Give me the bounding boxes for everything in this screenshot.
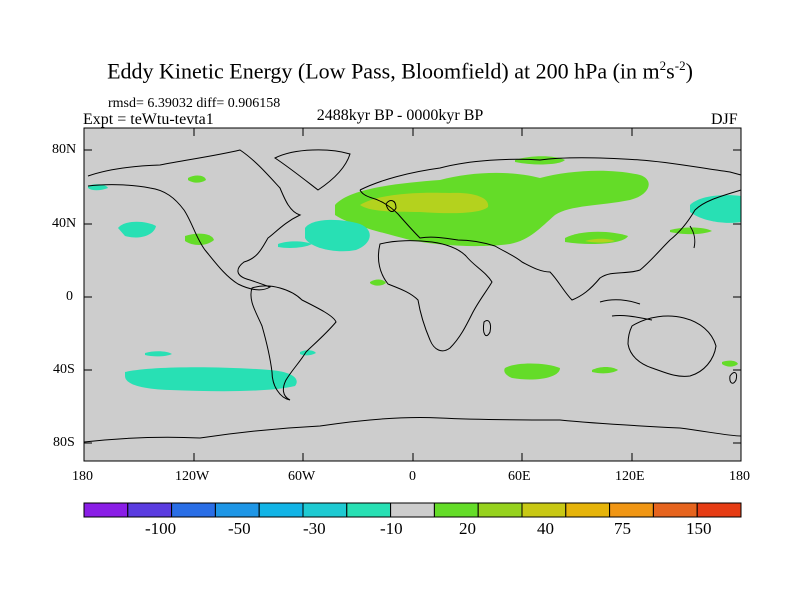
lon-label: 120E <box>615 469 645 484</box>
axis-ticks <box>83 128 742 461</box>
season-label: DJF <box>711 111 738 128</box>
colorbar-swatch <box>433 502 479 518</box>
coastline-indonesia <box>599 299 653 321</box>
negative-region-north-pacific-west <box>690 195 741 223</box>
colorbar-label: -50 <box>228 519 251 538</box>
coastline-uk <box>385 200 397 212</box>
positive-region-north-america <box>185 233 214 245</box>
map-title: Eddy Kinetic Energy (Low Pass, Bloomfiel… <box>107 58 693 84</box>
colorbar-swatch <box>302 502 348 518</box>
positive-region-asia-core <box>585 238 615 243</box>
colorbar-label: 150 <box>686 519 712 538</box>
coastline-japan <box>689 225 696 249</box>
colorbar <box>83 502 742 518</box>
negative-region-north-atlantic <box>305 219 370 252</box>
positive-region-eurasia <box>335 170 649 247</box>
lat-label: 80S <box>53 435 75 450</box>
colorbar-swatch <box>696 502 742 518</box>
colorbar-swatch <box>83 502 129 518</box>
colorbar-swatch <box>652 502 698 518</box>
negative-region-south-america-east <box>300 350 316 356</box>
colorbar-label: 20 <box>459 519 476 538</box>
positive-region-south-indian <box>504 363 560 380</box>
negative-region-south-america <box>145 351 172 357</box>
positive-region-atlantic <box>370 279 386 286</box>
coastline-greenland <box>274 149 351 191</box>
negative-region-north-pacific-east <box>118 221 156 238</box>
lon-label: 0 <box>409 469 416 484</box>
negative-region-south-pacific <box>125 367 297 392</box>
coastlines <box>83 149 742 443</box>
lat-label: 80N <box>52 142 77 157</box>
colorbar-label: 40 <box>537 519 554 538</box>
colorbar-swatch <box>609 502 654 518</box>
colorbar-swatch <box>390 502 435 518</box>
coastline-new-zealand <box>729 372 737 384</box>
colorbar-swatch <box>127 502 173 518</box>
colorbar-swatch <box>477 502 523 518</box>
colorbar-swatch <box>565 502 611 518</box>
colorbar-label: -30 <box>303 519 326 538</box>
coastline-africa <box>377 240 493 352</box>
colorbar-label: -10 <box>380 519 403 538</box>
lat-label: 0 <box>66 289 73 304</box>
positive-region-tasman <box>722 360 738 367</box>
coastline-australia <box>627 315 717 377</box>
positive-region-pacific <box>670 227 712 235</box>
colorbar-swatch <box>214 502 260 518</box>
coastline-south-america <box>250 285 337 401</box>
lon-label: 60W <box>288 469 316 484</box>
colorbar-label: -100 <box>145 519 177 538</box>
lon-label: 180 <box>72 469 93 484</box>
lat-label: 40N <box>52 216 77 231</box>
lon-label: 60E <box>508 469 531 484</box>
colorbar-swatch <box>258 502 304 518</box>
colorbar-swatch <box>346 502 392 518</box>
experiment-label: Expt = teWtu-tevta1 <box>83 111 214 128</box>
coastline-madagascar <box>483 319 491 337</box>
period-label: 2488kyr BP - 0000kyr BP <box>316 107 484 124</box>
stats-line: rmsd= 6.39032 diff= 0.906158 <box>108 96 281 111</box>
positive-region-canada <box>188 175 206 183</box>
lon-label: 180 <box>729 469 750 484</box>
coastline-north-america <box>87 149 302 291</box>
coastline-eurasia <box>359 157 742 301</box>
positive-region-south-australia <box>592 367 618 374</box>
negative-region-atlantic-small <box>278 241 312 248</box>
colorbar-swatch <box>171 502 216 518</box>
lat-label: 40S <box>53 362 75 377</box>
lon-label: 120W <box>175 469 210 484</box>
colorbar-label: 75 <box>614 519 631 538</box>
colorbar-swatch <box>521 502 567 518</box>
coastline-antarctica <box>83 416 742 443</box>
